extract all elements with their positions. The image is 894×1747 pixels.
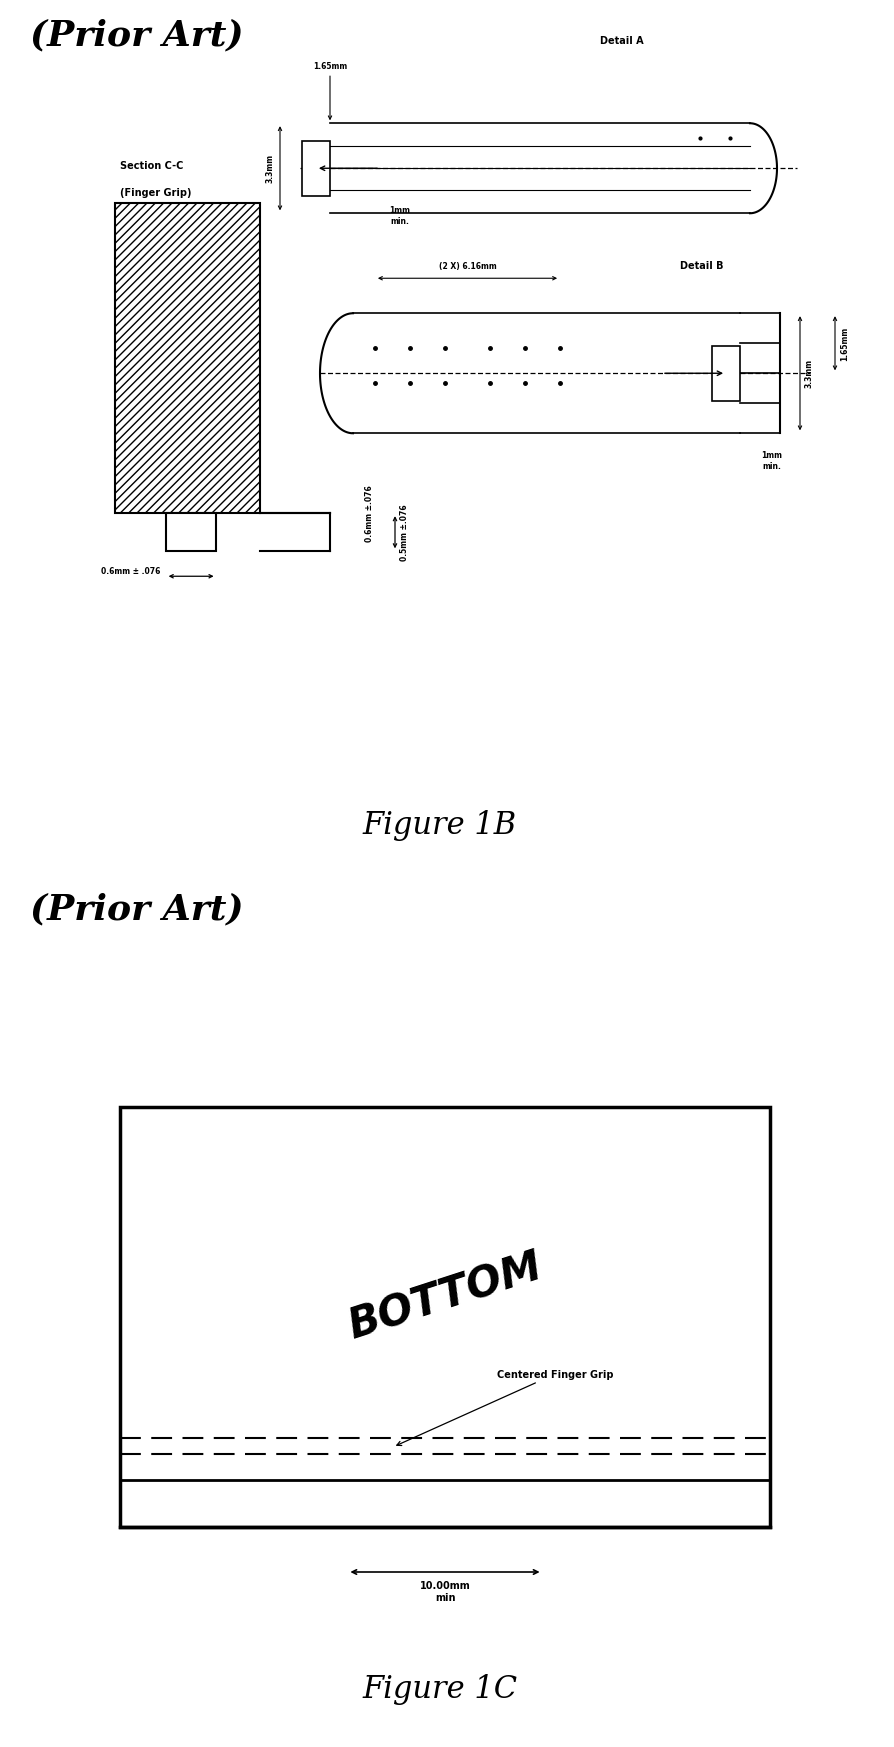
Text: 10.00mm
min: 10.00mm min [419, 1581, 470, 1602]
Text: Detail A: Detail A [599, 35, 643, 45]
Bar [114, 204, 260, 514]
Text: Figure 1B: Figure 1B [363, 809, 517, 840]
Text: 1mm
min.: 1mm min. [761, 451, 781, 470]
Text: Section C-C: Section C-C [120, 161, 183, 171]
Text: 3.3mm: 3.3mm [266, 154, 274, 183]
Text: 3.3mm: 3.3mm [804, 360, 813, 388]
Text: 0.6mm ±.076: 0.6mm ±.076 [365, 486, 374, 542]
Text: BOTTOM: BOTTOM [342, 1246, 547, 1347]
Text: 0.6mm ± .076: 0.6mm ± .076 [101, 566, 160, 575]
Bar [120, 1108, 769, 1527]
Text: 1.65mm: 1.65mm [313, 61, 347, 70]
Bar [165, 514, 216, 552]
Text: 1.65mm: 1.65mm [839, 327, 848, 362]
Text: (Prior Art): (Prior Art) [30, 893, 243, 926]
Text: (2 X) 6.16mm: (2 X) 6.16mm [438, 262, 496, 271]
Text: Figure 1C: Figure 1C [362, 1674, 517, 1703]
Text: Centered Finger Grip: Centered Finger Grip [396, 1370, 612, 1445]
Bar [712, 346, 739, 402]
Text: (Prior Art): (Prior Art) [30, 19, 243, 52]
Text: 0.5mm ±.076: 0.5mm ±.076 [400, 505, 409, 561]
Text: 1mm
min.: 1mm min. [389, 206, 410, 225]
Text: (Finger Grip): (Finger Grip) [120, 187, 191, 197]
Text: Detail B: Detail B [679, 260, 722, 271]
Bar [301, 142, 330, 196]
